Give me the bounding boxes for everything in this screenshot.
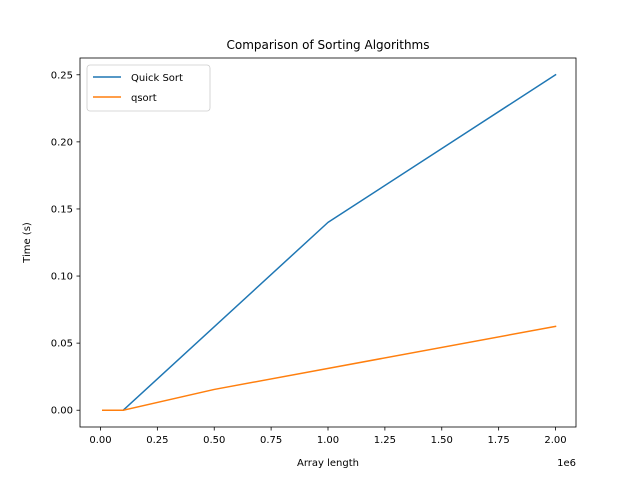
x-tick-label: 0.00 xyxy=(89,435,111,446)
x-tick-label: 2.00 xyxy=(544,435,566,446)
y-tick-label: 0.10 xyxy=(51,272,73,283)
y-axis-label: Time (s) xyxy=(22,222,33,264)
x-tick-label: 1.75 xyxy=(488,435,510,446)
y-tick-label: 0.05 xyxy=(51,339,73,350)
x-tick-label: 0.75 xyxy=(260,435,282,446)
x-tick-label: 1.25 xyxy=(374,435,396,446)
chart-text: Comparison of Sorting Algorithms Array l… xyxy=(22,38,576,469)
legend-label-1: qsort xyxy=(131,93,157,104)
x-axis-label: Array length xyxy=(297,458,359,469)
x-tick-label: 0.25 xyxy=(146,435,168,446)
series-line-1 xyxy=(102,325,557,411)
x-tick-label: 1.00 xyxy=(317,435,339,446)
x-tick-label: 1.50 xyxy=(431,435,453,446)
x-axis-offset-label: 1e6 xyxy=(557,458,576,469)
y-tick-label: 0.25 xyxy=(51,70,73,81)
x-tick-label: 0.50 xyxy=(203,435,225,446)
legend: Quick Sort qsort xyxy=(86,64,211,112)
y-tick-label: 0.20 xyxy=(51,137,73,148)
chart-title: Comparison of Sorting Algorithms xyxy=(226,38,429,52)
legend-box xyxy=(86,64,211,112)
y-tick-label: 0.15 xyxy=(51,204,73,215)
axis-ticks: 0.00 0.25 0.50 0.75 1.00 1.25 1.50 1.75 2.00 0.00… xyxy=(51,70,567,446)
legend-label-0: Quick Sort xyxy=(131,73,183,84)
y-tick-label: 0.00 xyxy=(51,406,73,417)
